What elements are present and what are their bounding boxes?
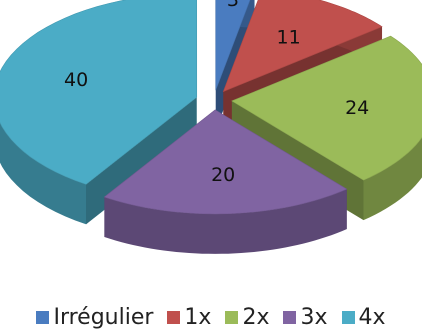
legend-label: 4x [358, 304, 386, 330]
legend-swatch [225, 310, 239, 324]
legend-swatch [341, 310, 355, 324]
pie-chart: 3 11 24 20 40 [0, 0, 422, 254]
legend-label: 2x [242, 304, 270, 330]
data-label: 11 [277, 26, 301, 48]
slice-top [103, 109, 348, 215]
legend-item-2x: 2x [225, 305, 269, 330]
legend-swatch [167, 310, 181, 324]
data-label: 20 [211, 164, 235, 186]
legend-label: Irrégulier [53, 304, 154, 330]
legend-item-1x: 1x [167, 305, 211, 330]
legend-item-irregulier: Irrégulier [36, 305, 153, 330]
legend: Irrégulier 1x 2x 3x 4x [0, 302, 422, 332]
slice-rim [104, 189, 347, 254]
legend-swatch [283, 310, 297, 324]
slice-top [231, 35, 422, 181]
legend-label: 1x [184, 304, 212, 330]
legend-item-4x: 4x [341, 304, 386, 330]
data-label: 40 [64, 69, 88, 91]
pie-slice-3 [103, 109, 348, 254]
data-label: 24 [345, 97, 369, 119]
data-label: 3 [227, 0, 239, 11]
legend-item-3x: 3x [283, 304, 328, 330]
slice-top [222, 0, 383, 93]
slice-top [0, 0, 198, 185]
slice-top [215, 0, 251, 91]
legend-swatch [36, 310, 50, 324]
legend-label: 3x [300, 304, 328, 330]
